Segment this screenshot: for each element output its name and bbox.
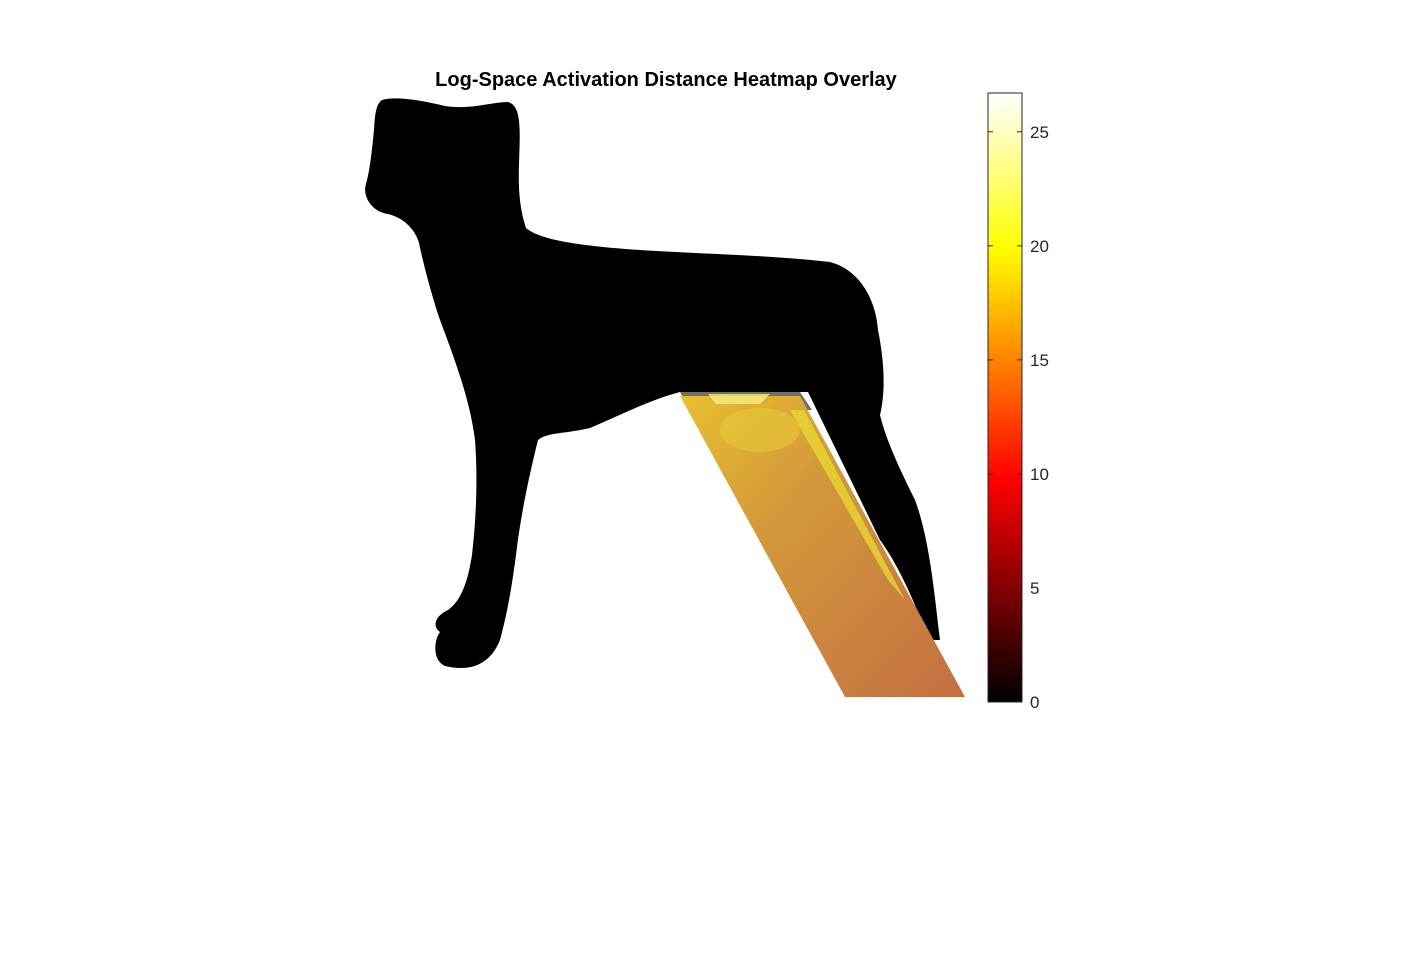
- colorbar-tick-label: 5: [1030, 579, 1039, 598]
- dog-silhouette-image: [365, 98, 940, 669]
- colorbar-tick-label: 20: [1030, 237, 1049, 256]
- colorbar-tick-label: 0: [1030, 693, 1039, 712]
- heatmap-overlay: [680, 392, 965, 697]
- overlay-heat-region: [680, 396, 965, 697]
- dog-silhouette: [365, 98, 940, 669]
- colorbar-tick-label: 15: [1030, 351, 1049, 370]
- colorbar-tick-label: 10: [1030, 465, 1049, 484]
- overlay-bright-spot: [708, 394, 770, 404]
- chart-title: Log-Space Activation Distance Heatmap Ov…: [435, 69, 898, 91]
- overlay-yellow-band: [790, 410, 905, 600]
- colorbar-ticks: 0 5 10 15 20 25: [988, 123, 1049, 712]
- colorbar: 0 5 10 15 20 25: [987, 92, 1049, 712]
- overlay-highlight: [720, 408, 800, 452]
- colorbar-gradient: [987, 92, 1023, 703]
- colorbar-tick-label: 25: [1030, 123, 1049, 142]
